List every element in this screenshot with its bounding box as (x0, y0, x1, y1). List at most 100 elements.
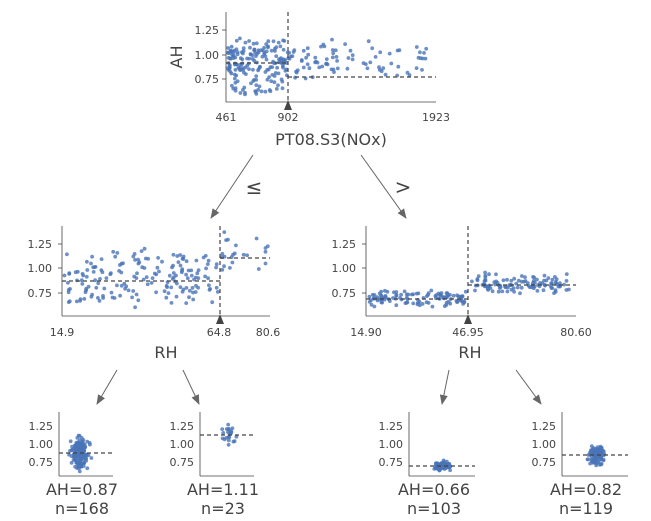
scatter-point (263, 89, 268, 94)
scatter-point (525, 281, 530, 285)
scatter-point (335, 59, 339, 63)
scatter-point (276, 83, 280, 88)
scatter-point (273, 49, 277, 53)
scatter-point (69, 461, 74, 465)
scatter-point (279, 60, 283, 65)
scatter-point (81, 438, 86, 442)
scatter-point (321, 42, 326, 47)
scatter-point (313, 55, 318, 60)
scatter-point (550, 277, 555, 282)
scatter-point (85, 268, 90, 272)
scatter-point (241, 252, 246, 257)
scatter-point (305, 46, 310, 51)
scatter-point (385, 289, 390, 294)
scatter-point (278, 57, 283, 62)
scatter-point (80, 282, 85, 286)
scatter-point (554, 277, 559, 282)
scatter-point (214, 285, 219, 290)
scatter-point (242, 70, 246, 75)
scatter-point (387, 299, 392, 303)
scatter-point (426, 291, 431, 295)
scatter-point (83, 290, 88, 295)
scatter-point (134, 292, 139, 297)
scatter-point (232, 251, 237, 256)
leaf-ytick: 1.25 (379, 420, 404, 433)
scatter-point (256, 267, 261, 271)
scatter-point (76, 461, 81, 466)
scatter-point (154, 272, 159, 277)
scatter-point (80, 443, 84, 447)
scatter-point (175, 254, 180, 258)
scatter-point (293, 75, 297, 80)
scatter-point (254, 236, 259, 241)
scatter-point (599, 446, 604, 450)
leaf-ytick: 1.25 (532, 420, 557, 433)
scatter-point (378, 50, 383, 55)
scatter-point (190, 286, 195, 290)
root-scatter (226, 36, 429, 97)
scatter-point (234, 243, 238, 248)
scatter-point (420, 68, 424, 72)
scatter-point (245, 56, 250, 61)
left-feature-label: RH (154, 343, 177, 362)
scatter-point (519, 285, 524, 290)
scatter-point (194, 283, 198, 288)
scatter-point (420, 302, 425, 306)
scatter-point (226, 438, 231, 443)
scatter-point (162, 289, 167, 294)
scatter-point (564, 279, 569, 283)
right-xtick: 14.90 (350, 326, 382, 339)
root-feature-label: PT08.S3(NOx) (275, 130, 387, 149)
scatter-point (155, 265, 160, 270)
scatter-point (365, 66, 370, 71)
scatter-point (233, 86, 238, 90)
scatter-point (76, 465, 81, 469)
scatter-point (185, 276, 190, 281)
left-node: 1.25 1.00 0.75 14.9 64.8 80.6 RH (28, 226, 281, 362)
scatter-point (410, 292, 414, 297)
scatter-point (227, 63, 232, 67)
scatter-point (589, 459, 594, 463)
scatter-point (221, 431, 226, 435)
scatter-point (233, 72, 237, 77)
scatter-point (119, 283, 124, 288)
root-xtick: 461 (216, 111, 237, 124)
scatter-point (335, 66, 340, 71)
scatter-point (420, 56, 425, 61)
scatter-point (292, 48, 297, 53)
scatter-point (597, 450, 602, 455)
scatter-point (214, 262, 219, 267)
scatter-point (184, 272, 189, 277)
scatter-point (262, 45, 266, 50)
leaf-count: n=103 (407, 499, 461, 518)
scatter-point (269, 48, 274, 53)
left-xtick: 80.6 (256, 326, 281, 339)
scatter-point (79, 454, 83, 459)
scatter-point (470, 279, 474, 284)
scatter-point (92, 265, 97, 269)
scatter-point (88, 442, 92, 447)
root-node: 1.25 1.00 0.75 AH 461 902 1923 PT08.S3(N… (167, 12, 450, 149)
scatter-point (126, 288, 131, 293)
scatter-point (89, 261, 93, 266)
scatter-point (132, 274, 137, 279)
scatter-point (595, 455, 599, 460)
scatter-point (224, 436, 229, 440)
scatter-point (268, 65, 273, 69)
right-ytick: 1.00 (332, 262, 357, 275)
scatter-point (494, 272, 498, 277)
scatter-point (174, 294, 179, 299)
scatter-point (520, 274, 524, 278)
scatter-point (229, 44, 234, 49)
scatter-point (531, 279, 536, 283)
scatter-point (245, 63, 250, 68)
scatter-point (438, 292, 442, 297)
scatter-point (227, 431, 232, 436)
scatter-point (254, 54, 258, 58)
scatter-point (586, 457, 590, 462)
scatter-point (519, 279, 524, 284)
scatter-point (233, 55, 238, 60)
scatter-point (82, 442, 87, 447)
scatter-point (532, 275, 536, 280)
scatter-point (240, 66, 245, 70)
